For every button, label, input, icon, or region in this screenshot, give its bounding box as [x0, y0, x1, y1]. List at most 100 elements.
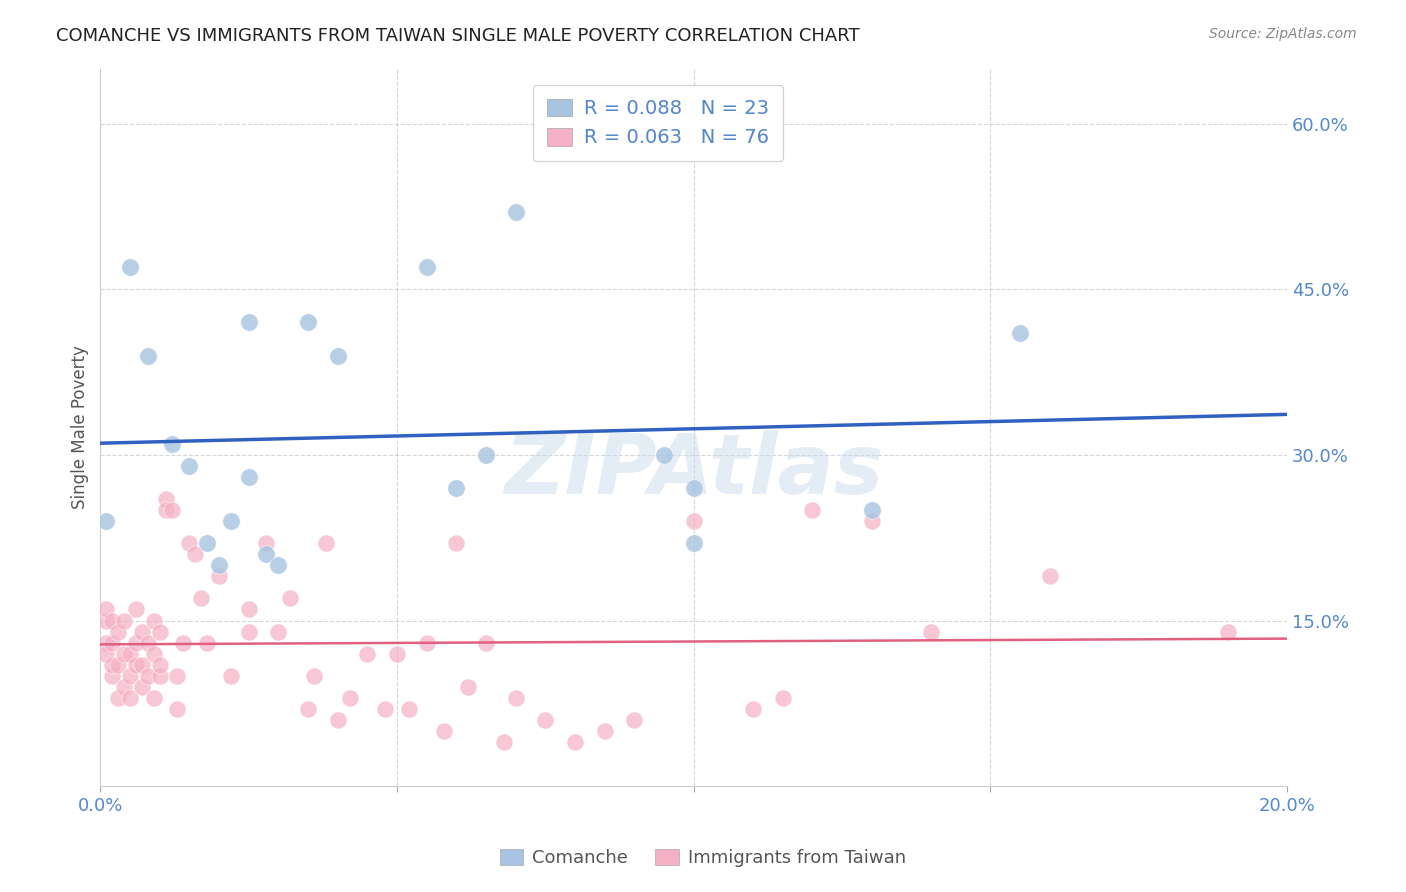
Point: [315, 536, 337, 550]
Point: [136, 349, 159, 363]
Point: [238, 602, 260, 616]
Point: [238, 470, 260, 484]
Point: [339, 690, 361, 705]
Point: [96, 614, 118, 628]
Point: [131, 680, 153, 694]
Point: [267, 624, 290, 639]
Point: [166, 702, 188, 716]
Point: [131, 624, 153, 639]
Point: [564, 735, 586, 749]
Point: [801, 503, 824, 517]
Point: [505, 205, 527, 219]
Point: [184, 547, 207, 561]
Point: [860, 503, 883, 517]
Text: COMANCHE VS IMMIGRANTS FROM TAIWAN SINGLE MALE POVERTY CORRELATION CHART: COMANCHE VS IMMIGRANTS FROM TAIWAN SINGL…: [56, 27, 860, 45]
Point: [118, 690, 141, 705]
Text: ZIPAtlas: ZIPAtlas: [503, 430, 883, 511]
Point: [492, 735, 515, 749]
Point: [101, 614, 124, 628]
Point: [302, 669, 325, 683]
Point: [682, 481, 704, 495]
Text: Source: ZipAtlas.com: Source: ZipAtlas.com: [1209, 27, 1357, 41]
Point: [172, 635, 194, 649]
Point: [398, 702, 420, 716]
Point: [356, 647, 378, 661]
Point: [149, 669, 172, 683]
Point: [118, 647, 141, 661]
Point: [415, 260, 437, 275]
Point: [415, 635, 437, 649]
Point: [772, 690, 794, 705]
Point: [131, 657, 153, 672]
Point: [475, 448, 498, 462]
Point: [374, 702, 396, 716]
Point: [142, 690, 165, 705]
Point: [623, 713, 645, 727]
Point: [433, 723, 456, 738]
Point: [107, 624, 129, 639]
Point: [96, 602, 118, 616]
Point: [112, 614, 135, 628]
Point: [96, 647, 118, 661]
Point: [256, 536, 278, 550]
Point: [457, 680, 479, 694]
Point: [112, 680, 135, 694]
Legend: R = 0.088   N = 23, R = 0.063   N = 76: R = 0.088 N = 23, R = 0.063 N = 76: [533, 86, 783, 161]
Point: [125, 602, 148, 616]
Point: [101, 657, 124, 672]
Point: [1008, 326, 1031, 341]
Point: [593, 723, 616, 738]
Point: [505, 690, 527, 705]
Point: [101, 635, 124, 649]
Point: [326, 713, 349, 727]
Point: [179, 536, 201, 550]
Point: [446, 481, 468, 495]
Point: [136, 635, 159, 649]
Point: [385, 647, 408, 661]
Point: [920, 624, 942, 639]
Point: [297, 315, 319, 329]
Point: [160, 503, 183, 517]
Point: [208, 558, 231, 573]
Point: [125, 635, 148, 649]
Point: [208, 569, 231, 583]
Point: [125, 657, 148, 672]
Point: [278, 591, 301, 606]
Point: [190, 591, 212, 606]
Point: [195, 536, 218, 550]
Point: [179, 458, 201, 473]
Point: [149, 657, 172, 672]
Point: [142, 647, 165, 661]
Y-axis label: Single Male Poverty: Single Male Poverty: [72, 345, 89, 509]
Point: [534, 713, 557, 727]
Point: [326, 349, 349, 363]
Point: [682, 514, 704, 528]
Point: [166, 669, 188, 683]
Point: [155, 492, 177, 507]
Point: [195, 635, 218, 649]
Point: [136, 669, 159, 683]
Point: [155, 503, 177, 517]
Point: [1038, 569, 1060, 583]
Point: [142, 614, 165, 628]
Point: [118, 669, 141, 683]
Point: [118, 260, 141, 275]
Point: [112, 647, 135, 661]
Point: [238, 315, 260, 329]
Point: [256, 547, 278, 561]
Point: [160, 437, 183, 451]
Legend: Comanche, Immigrants from Taiwan: Comanche, Immigrants from Taiwan: [492, 841, 914, 874]
Point: [219, 514, 242, 528]
Point: [297, 702, 319, 716]
Point: [1216, 624, 1239, 639]
Point: [652, 448, 675, 462]
Point: [96, 514, 118, 528]
Point: [107, 690, 129, 705]
Point: [860, 514, 883, 528]
Point: [101, 669, 124, 683]
Point: [107, 657, 129, 672]
Point: [238, 624, 260, 639]
Point: [682, 536, 704, 550]
Point: [742, 702, 765, 716]
Point: [267, 558, 290, 573]
